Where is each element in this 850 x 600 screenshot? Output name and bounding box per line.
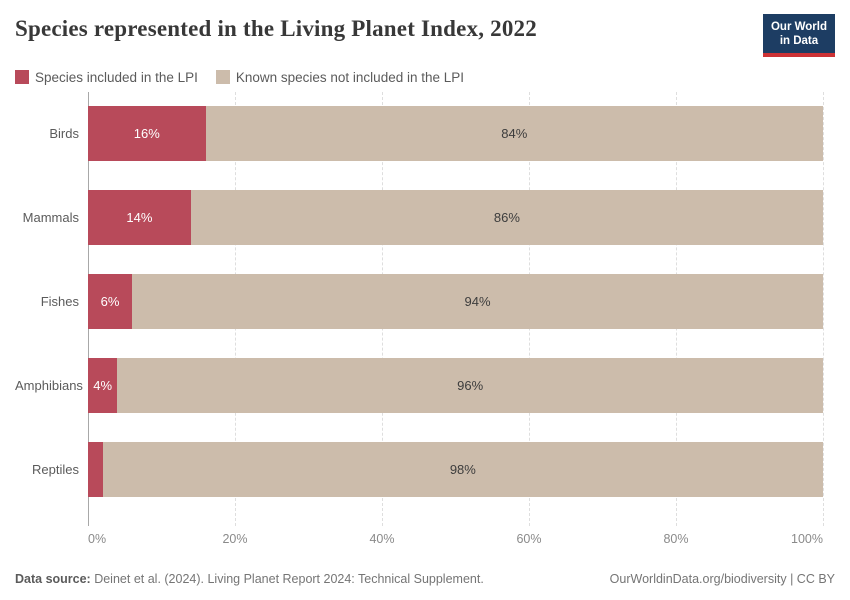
- chart-rows: Birds 16% 84% Mammals 14% 86% Fishes 6% 94% Amphi…: [15, 92, 823, 512]
- bar-track-fishes: 6% 94%: [88, 274, 823, 330]
- category-label-reptiles: Reptiles: [32, 462, 79, 478]
- bar-track-reptiles: 98%: [88, 442, 823, 498]
- legend-label-not-included: Known species not included in the LPI: [235, 69, 465, 85]
- category-label-mammals: Mammals: [22, 210, 79, 226]
- chart-row-amphibians: Amphibians 4% 96%: [15, 344, 823, 428]
- owid-logo-line2: in Data: [779, 35, 819, 48]
- bar-segment-species-included-in-the-lpi-reptiles[interactable]: [88, 442, 103, 498]
- data-source-text: Deinet et al. (2024). Living Planet Repo…: [90, 572, 484, 586]
- category-label-fishes: Fishes: [40, 294, 79, 310]
- data-source-note: Data source: Deinet et al. (2024). Livin…: [15, 572, 484, 586]
- value-label-mammals-1: 86%: [493, 210, 520, 226]
- chart-row-birds: Birds 16% 84%: [15, 92, 823, 176]
- chart-row-reptiles: Reptiles 98%: [15, 428, 823, 512]
- legend: Species included in the LPI Known specie…: [15, 70, 835, 85]
- legend-swatch-not-included-icon: [215, 70, 230, 85]
- value-label-reptiles-1: 98%: [449, 462, 476, 478]
- x-tick-0: 0%: [88, 531, 107, 546]
- value-label-fishes-0: 6%: [100, 294, 120, 310]
- x-tick-20: 20%: [222, 531, 248, 546]
- chart-title: Species represented in the Living Planet…: [15, 16, 537, 41]
- legend-label-included: Species included in the LPI: [35, 69, 198, 85]
- x-axis-tick-labels: 0% 20% 40% 60% 80% 100%: [88, 532, 823, 550]
- x-tick-40: 40%: [369, 531, 395, 546]
- chart-row-fishes: Fishes 6% 94%: [15, 260, 823, 344]
- x-tick-100: 100%: [791, 531, 823, 546]
- x-tick-80: 80%: [663, 531, 689, 546]
- gridline-100: [823, 91, 824, 526]
- category-label-birds: Birds: [49, 126, 79, 142]
- owid-logo-line1: Our World: [770, 21, 827, 33]
- header: Species represented in the Living Planet…: [15, 14, 835, 57]
- bar-segment-species-included-in-the-lpi-mammals[interactable]: 14%: [88, 190, 191, 246]
- legend-swatch-included-icon: [15, 70, 29, 85]
- chart-row-mammals: Mammals 14% 86%: [15, 176, 823, 260]
- category-label-amphibians: Amphibians: [15, 378, 83, 394]
- value-label-amphibians-0: 4%: [93, 378, 113, 394]
- bar-track-amphibians: 4% 96%: [88, 358, 823, 414]
- bar-track-birds: 16% 84%: [88, 106, 823, 162]
- bar-track-mammals: 14% 86%: [88, 190, 823, 246]
- bar-segment-known-species-not-included-in-the-lpi-fishes[interactable]: 94%: [132, 274, 823, 330]
- value-label-birds-1: 84%: [501, 126, 528, 142]
- bar-segment-known-species-not-included-in-the-lpi-mammals[interactable]: 86%: [190, 190, 823, 246]
- bar-segment-known-species-not-included-in-the-lpi-reptiles[interactable]: 98%: [102, 442, 823, 498]
- bar-segment-known-species-not-included-in-the-lpi-amphibians[interactable]: 96%: [117, 358, 823, 414]
- legend-item-not-included[interactable]: Known species not included in the LPI: [215, 69, 465, 85]
- bar-segment-species-included-in-the-lpi-fishes[interactable]: 6%: [88, 274, 133, 330]
- value-label-birds-0: 16%: [133, 126, 160, 142]
- footer: Data source: Deinet et al. (2024). Livin…: [15, 572, 835, 586]
- footer-link[interactable]: OurWorldinData.org/biodiversity | CC BY: [609, 572, 835, 586]
- value-label-mammals-0: 14%: [126, 210, 153, 226]
- owid-logo[interactable]: Our World in Data: [762, 14, 835, 57]
- value-label-fishes-1: 94%: [464, 294, 491, 310]
- stacked-bar-chart: Birds 16% 84% Mammals 14% 86% Fishes 6% 94% Amphi…: [15, 91, 835, 554]
- value-label-amphibians-1: 96%: [457, 378, 484, 394]
- bar-segment-known-species-not-included-in-the-lpi-birds[interactable]: 84%: [205, 106, 823, 162]
- bar-segment-species-included-in-the-lpi-birds[interactable]: 16%: [88, 106, 206, 162]
- legend-item-included[interactable]: Species included in the LPI: [15, 70, 198, 85]
- bar-segment-species-included-in-the-lpi-amphibians[interactable]: 4%: [88, 358, 118, 414]
- x-tick-60: 60%: [516, 531, 542, 546]
- data-source-label: Data source:: [15, 572, 91, 586]
